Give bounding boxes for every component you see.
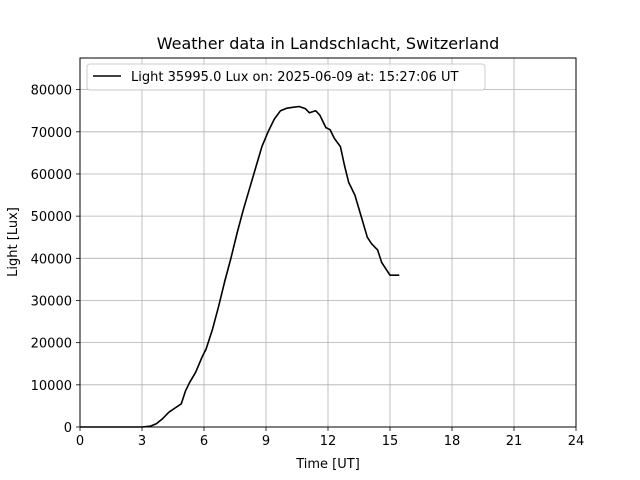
x-axis-title: Time [UT]	[295, 457, 360, 472]
ticks: 0 3 6 9 12 15 18 21 24 0 10000 20000 30000 40000 50000…	[31, 84, 585, 449]
y-tick-label: 50000	[31, 210, 72, 225]
y-tick-label: 10000	[31, 379, 72, 394]
series-layer	[80, 105, 400, 428]
y-tick-label: 80000	[31, 84, 72, 99]
x-tick-label: 6	[200, 434, 208, 449]
chart-title: Weather data in Landschlacht, Switzerlan…	[157, 34, 500, 53]
y-tick-label: 60000	[31, 168, 72, 183]
x-tick-label: 24	[568, 434, 585, 449]
series-line-0	[80, 105, 400, 428]
x-tick-label: 18	[444, 434, 461, 449]
y-tick-label: 70000	[31, 126, 72, 141]
x-tick-label: 0	[76, 434, 84, 449]
x-tick-label: 12	[320, 434, 337, 449]
legend-box	[86, 63, 486, 91]
x-tick-label: 9	[262, 434, 270, 449]
y-tick-label: 40000	[31, 252, 72, 267]
x-tick-label: 3	[138, 434, 146, 449]
y-tick-label: 30000	[31, 294, 72, 309]
y-axis-title: Light [Lux]	[6, 207, 21, 277]
y-tick-label: 20000	[31, 337, 72, 352]
x-tick-label: 21	[506, 434, 523, 449]
x-tick-label: 15	[382, 434, 399, 449]
y-tick-label: 0	[64, 421, 72, 436]
legend-entry-label: Light 35995.0 Lux on: 2025-06-09 at: 15:…	[131, 70, 459, 85]
legend: Light 35995.0 Lux on: 2025-06-09 at: 15:…	[86, 63, 486, 91]
